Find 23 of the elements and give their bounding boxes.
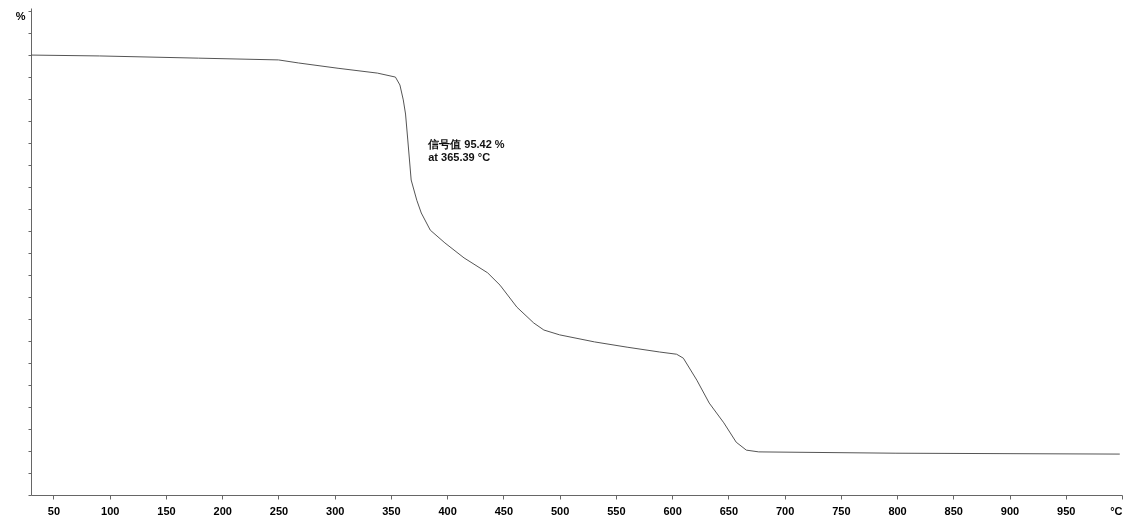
x-tick-label: 200 bbox=[213, 504, 232, 517]
x-tick-label: 750 bbox=[832, 504, 851, 517]
annotation: 信号值 95.42 % bbox=[427, 138, 505, 151]
x-tick-label: 650 bbox=[719, 504, 739, 517]
x-tick-label: 700 bbox=[775, 504, 795, 517]
x-tick-label: 300 bbox=[326, 504, 345, 517]
x-tick-label: 800 bbox=[888, 504, 907, 517]
x-tick-label: 600 bbox=[663, 504, 682, 517]
x-tick-label: 150 bbox=[157, 504, 176, 517]
x-tick-label: °C bbox=[1110, 504, 1123, 517]
x-tick-label: 950 bbox=[1057, 504, 1076, 517]
x-tick-label: 250 bbox=[269, 504, 289, 517]
x-tick-label: 350 bbox=[382, 504, 401, 517]
annotation: at 365.39 °C bbox=[428, 151, 491, 164]
x-tick-label: 450 bbox=[494, 504, 514, 517]
y-axis-title: % bbox=[15, 9, 26, 22]
x-tick-label: 100 bbox=[101, 504, 120, 517]
x-tick-label: 500 bbox=[550, 504, 570, 517]
x-tick-label: 900 bbox=[1000, 504, 1020, 517]
x-tick-label: 400 bbox=[438, 504, 457, 517]
x-tick-label: 50 bbox=[47, 504, 61, 517]
x-tick-label: 850 bbox=[944, 504, 963, 517]
x-tick-label: 550 bbox=[607, 504, 626, 517]
